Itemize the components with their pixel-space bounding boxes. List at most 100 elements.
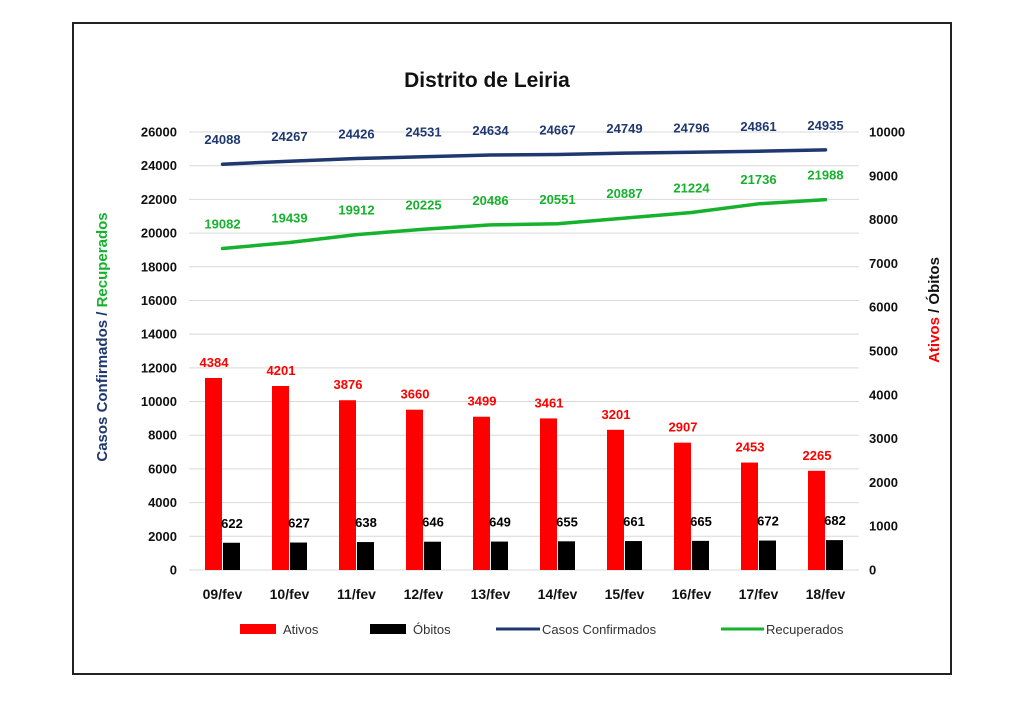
data-label-confirmados: 24749: [606, 121, 642, 136]
left-axis-label-recuperados: Recuperados: [94, 212, 111, 307]
data-label-ativos: 2453: [736, 440, 765, 455]
chart: Distrito de Leiria 0 2000 4000 6000 8000 1000…: [94, 69, 943, 637]
category-labels: 09/fev 10/fev 11/fev 12/fev 13/fev 14/fev 15/f…: [203, 586, 846, 602]
line-confirmados: [220, 148, 828, 166]
data-label-recuperados: 20225: [405, 197, 441, 212]
bar-obitos: [826, 540, 843, 570]
data-label-ativos: 3499: [468, 394, 497, 409]
bar-obitos: [558, 541, 575, 570]
right-tick-label: 0: [869, 563, 876, 578]
left-tick-label: 10000: [141, 394, 177, 409]
bar-ativos: [406, 409, 423, 570]
x-tick-label: 10/fev: [270, 586, 310, 602]
left-tick-label: 12000: [141, 360, 177, 375]
right-axis-label: Ativos / Óbitos: [925, 257, 943, 363]
chart-title: Distrito de Leiria: [404, 69, 570, 92]
bar-ativos: [272, 385, 289, 570]
right-tick-label: 7000: [869, 256, 898, 271]
right-tick-label: 8000: [869, 212, 898, 227]
data-label-ativos: 3660: [401, 387, 430, 402]
right-tick-label: 2000: [869, 475, 898, 490]
left-tick-label: 16000: [141, 293, 177, 308]
bar-ativos: [205, 377, 222, 570]
x-tick-label: 14/fev: [538, 586, 578, 602]
legend-label-ativos: Ativos: [283, 622, 319, 637]
data-label-obitos: 665: [690, 514, 712, 529]
left-axis-label: Casos Confirmados / Recuperados: [94, 212, 111, 461]
data-label-ativos: 2907: [669, 420, 698, 435]
bar-obitos: [223, 542, 240, 570]
data-label-ativos: 4384: [200, 355, 230, 370]
x-tick-label: 15/fev: [605, 586, 645, 602]
bar-obitos: [424, 541, 441, 570]
bar-obitos: [625, 541, 642, 570]
x-tick-label: 16/fev: [672, 586, 712, 602]
right-axis-label-ativos: Ativos: [926, 317, 943, 363]
data-label-obitos: 638: [355, 515, 377, 530]
legend-label-obitos: Óbitos: [413, 622, 451, 637]
bar-ativos: [339, 400, 356, 570]
data-label-recuperados: 21224: [673, 180, 710, 195]
right-tick-label: 3000: [869, 431, 898, 446]
left-tick-label: 22000: [141, 192, 177, 207]
bar-ativos: [674, 442, 691, 570]
bar-obitos: [357, 542, 374, 570]
data-label-obitos: 622: [221, 516, 243, 531]
legend-swatch-ativos: [240, 624, 276, 634]
x-tick-label: 13/fev: [471, 586, 511, 602]
data-label-confirmados: 24861: [740, 119, 776, 134]
data-label-obitos: 672: [757, 514, 779, 529]
x-tick-label: 11/fev: [337, 586, 376, 602]
data-label-obitos: 627: [288, 516, 310, 531]
left-tick-label: 24000: [141, 158, 177, 173]
left-tick-label: 20000: [141, 226, 177, 241]
right-axis-ticks: 0 1000 2000 3000 4000 5000 6000 7000 8000 9000 100…: [869, 125, 905, 578]
left-tick-label: 2000: [148, 529, 177, 544]
data-label-ativos: 3461: [535, 395, 564, 410]
right-tick-label: 1000: [869, 519, 898, 534]
right-tick-label: 5000: [869, 344, 898, 359]
data-label-confirmados: 24634: [472, 123, 509, 138]
data-label-obitos: 646: [422, 515, 444, 530]
right-tick-label: 6000: [869, 300, 898, 315]
left-tick-label: 8000: [148, 428, 177, 443]
bar-obitos: [759, 540, 776, 570]
data-label-obitos: 661: [623, 514, 645, 529]
data-label-confirmados: 24531: [405, 125, 441, 140]
data-label-confirmados: 24935: [807, 118, 843, 133]
bar-obitos: [290, 542, 307, 570]
data-label-confirmados: 24426: [338, 127, 374, 142]
left-tick-label: 0: [170, 563, 177, 578]
left-tick-label: 6000: [148, 461, 177, 476]
left-axis-label-confirmados: Casos Confirmados: [94, 320, 111, 462]
bar-obitos: [692, 540, 709, 570]
data-label-ativos: 3876: [334, 377, 363, 392]
data-label-recuperados: 20887: [606, 186, 642, 201]
x-tick-label: 17/fev: [739, 586, 779, 602]
data-label-confirmados: 24667: [539, 122, 575, 137]
bar-ativos: [473, 416, 490, 570]
data-label-recuperados: 21736: [740, 172, 776, 187]
right-axis-label-obitos: Óbitos: [925, 257, 943, 305]
right-axis-label-sep: /: [926, 305, 943, 318]
gridlines: [189, 131, 859, 571]
data-label-obitos: 655: [556, 514, 578, 529]
left-tick-label: 26000: [141, 125, 177, 140]
right-tick-label: 9000: [869, 168, 898, 183]
bar-obitos: [491, 541, 508, 570]
legend-swatch-obitos: [370, 624, 406, 634]
bar-ativos: [607, 429, 624, 570]
bars: [205, 377, 843, 570]
left-tick-label: 14000: [141, 327, 177, 342]
data-label-confirmados: 24796: [673, 120, 709, 135]
data-label-confirmados: 24088: [204, 132, 240, 147]
x-tick-label: 09/fev: [203, 586, 243, 602]
data-label-ativos: 4201: [267, 363, 296, 378]
left-axis-ticks: 0 2000 4000 6000 8000 10000 12000 14000 16000 180…: [141, 125, 177, 578]
right-tick-label: 4000: [869, 387, 898, 402]
left-tick-label: 4000: [148, 495, 177, 510]
right-tick-label: 10000: [869, 125, 905, 140]
lines: [220, 148, 828, 251]
data-label-confirmados: 24267: [271, 129, 307, 144]
data-label-recuperados: 19082: [204, 217, 240, 232]
